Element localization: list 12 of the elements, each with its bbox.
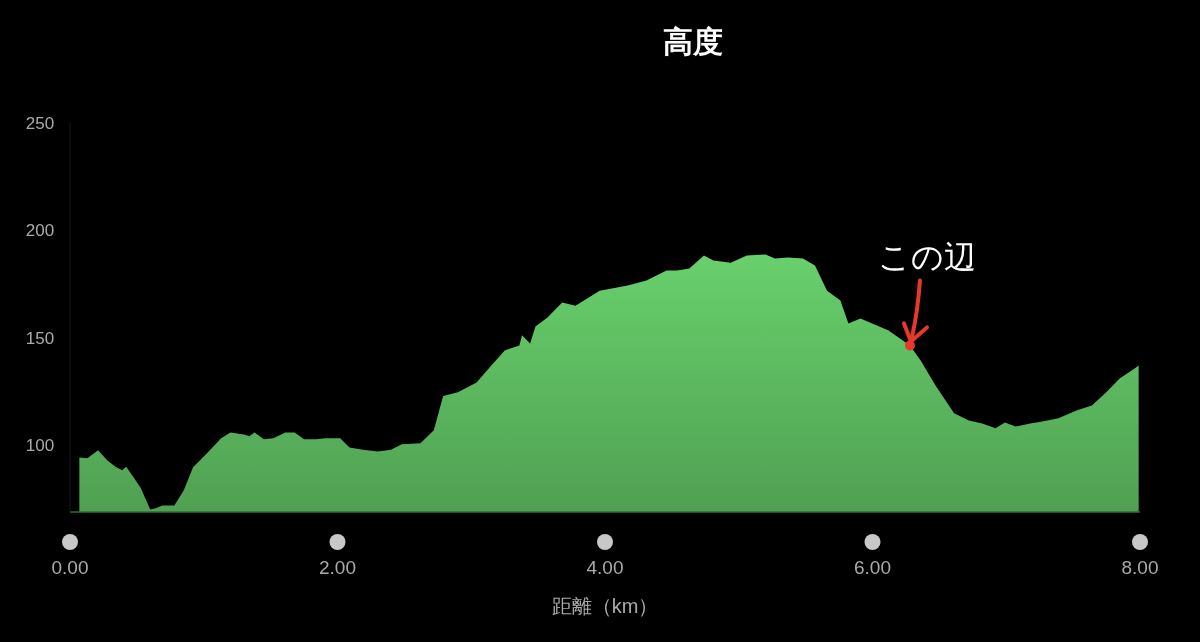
- x-tick-label: 0.00: [51, 557, 89, 578]
- y-tick-label: 100: [25, 436, 55, 456]
- y-tick-label: 250: [25, 113, 55, 133]
- x-tick-label: 4.00: [586, 557, 624, 578]
- x-axis-title: 距離（km）: [551, 595, 659, 617]
- x-tick-label: 6.00: [854, 557, 891, 578]
- annotation: この辺: [877, 239, 976, 276]
- x-tick-label: 8.00: [1121, 557, 1159, 578]
- x-tick-label: 2.00: [319, 557, 356, 578]
- y-tick-label: 150: [25, 328, 55, 348]
- chart-title: 高度: [663, 25, 723, 58]
- y-tick-label: 200: [25, 221, 55, 241]
